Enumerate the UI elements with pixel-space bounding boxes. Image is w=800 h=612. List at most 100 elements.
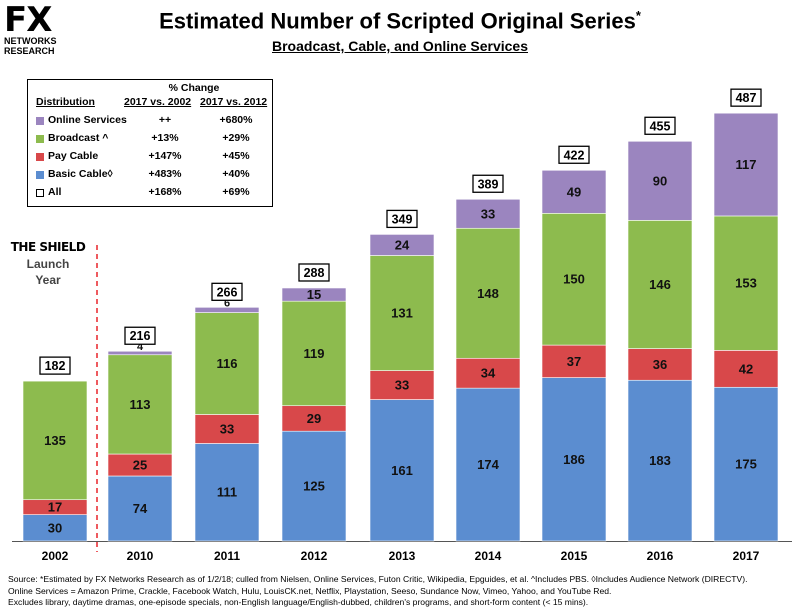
- total-label: 349: [392, 212, 413, 226]
- bar-value-label: 90: [653, 173, 667, 188]
- legend-value: +13%: [151, 132, 179, 144]
- bar-value-label: 34: [481, 366, 496, 381]
- bar-segment: [281, 430, 347, 542]
- bar-segment: [455, 357, 521, 389]
- bar-segment: [369, 255, 435, 371]
- bar-segment: [541, 213, 607, 346]
- x-tick-label: 2014: [475, 549, 502, 563]
- chart-subtitle: Broadcast, Cable, and Online Services: [272, 38, 528, 54]
- bar-value-label: 125: [303, 479, 325, 494]
- launch-year-label: Launch Year: [2, 256, 94, 288]
- total-label: 216: [130, 329, 151, 343]
- bar-segment: [107, 350, 173, 356]
- total-label: 487: [736, 91, 757, 105]
- legend-swatch-pay-cable: [36, 153, 44, 161]
- bar-segment: [369, 399, 435, 542]
- source-footnote: Source: *Estimated by FX Networks Resear…: [8, 574, 798, 609]
- total-box: [472, 174, 504, 193]
- x-tick-label: 2002: [42, 549, 69, 563]
- launch-line-2: Year: [35, 273, 61, 287]
- launch-line-1: Launch: [26, 257, 70, 271]
- bar-segment: [713, 215, 779, 351]
- legend-swatch-basic-cable: [36, 171, 44, 179]
- bar-value-label: 24: [395, 237, 410, 252]
- legend-distribution-header: Distribution: [36, 96, 95, 108]
- bar-value-label: 113: [130, 397, 151, 412]
- bar-value-label: 74: [133, 501, 148, 516]
- bar-segment: [369, 234, 435, 256]
- total-box: [211, 282, 243, 301]
- bar-segment: [455, 227, 521, 359]
- legend-swatch-broadcast: [36, 135, 44, 143]
- bar-value-label: 49: [567, 184, 581, 199]
- bar-value-label: 153: [735, 276, 757, 291]
- bar-segment: [455, 198, 521, 229]
- legend-value: +680%: [219, 114, 253, 126]
- bar-value-label: 33: [481, 206, 495, 221]
- bar-value-label: 174: [477, 457, 499, 472]
- bar-value-label: 175: [735, 457, 757, 472]
- bar-segment: [541, 377, 607, 542]
- source-line-1: Source: *Estimated by FX Networks Resear…: [8, 574, 748, 584]
- total-label: 182: [45, 359, 66, 373]
- bar-value-label: 116: [217, 356, 238, 371]
- bar-value-label: 33: [395, 378, 409, 393]
- legend-value: +29%: [222, 132, 250, 144]
- legend-value: ++: [158, 114, 172, 126]
- bar-segment: [194, 312, 260, 415]
- source-line-3: Excludes library, daytime dramas, one-ep…: [8, 597, 589, 607]
- total-label: 389: [478, 177, 499, 191]
- bar-value-label: 6: [224, 297, 230, 309]
- bar-segment: [713, 112, 779, 217]
- bar-value-label: 33: [220, 421, 234, 436]
- bar-value-label: 4: [137, 341, 144, 353]
- total-label: 422: [564, 148, 585, 162]
- legend-row-all: All +168% +69%: [28, 186, 272, 204]
- legend-value: +168%: [148, 186, 182, 198]
- total-label: 266: [217, 285, 238, 299]
- x-tick-label: 2012: [301, 549, 328, 563]
- total-box: [39, 356, 71, 375]
- bar-segment: [713, 350, 779, 388]
- bar-value-label: 42: [739, 361, 753, 376]
- legend-name: Basic Cable◊: [48, 168, 113, 180]
- total-box: [386, 209, 418, 229]
- total-box: [644, 116, 676, 135]
- legend-name: Pay Cable: [48, 150, 99, 162]
- x-tick-label: 2017: [733, 549, 760, 563]
- legend-name: All: [48, 186, 62, 198]
- bar-segment: [107, 354, 173, 455]
- logo-subtitle: NETWORKS RESEARCH: [4, 36, 76, 56]
- bar-value-label: 150: [563, 272, 585, 287]
- x-tick-label: 2015: [561, 549, 588, 563]
- bar-segment: [22, 380, 88, 501]
- bar-value-label: 17: [48, 500, 62, 515]
- bar-segment: [281, 287, 347, 302]
- bar-segment: [369, 370, 435, 400]
- x-tick-label: 2010: [127, 549, 154, 563]
- bar-segment: [281, 300, 347, 407]
- bar-segment: [541, 169, 607, 214]
- legend-row-broadcast: Broadcast ^ +13% +29%: [28, 132, 272, 150]
- total-box: [730, 88, 762, 107]
- bar-value-label: 37: [567, 354, 581, 369]
- bar-segment: [22, 514, 88, 542]
- legend-swatch-all: [36, 189, 44, 197]
- total-label: 455: [650, 119, 671, 133]
- logo-line-2: RESEARCH: [4, 46, 55, 56]
- legend-value: +69%: [222, 186, 250, 198]
- bar-segment: [627, 140, 693, 221]
- total-box: [298, 263, 330, 282]
- legend-value: +483%: [148, 168, 182, 180]
- bar-value-label: 36: [653, 357, 667, 372]
- legend-pct-change-header: % Change: [168, 82, 220, 94]
- source-line-2: Online Services = Amazon Prime, Crackle,…: [8, 585, 612, 596]
- x-tick-label: 2011: [214, 549, 240, 563]
- chart-title-text: Estimated Number of Scripted Original Se…: [159, 8, 636, 34]
- bar-value-label: 186: [563, 452, 585, 467]
- legend-value: +147%: [148, 150, 182, 162]
- bar-value-label: 15: [307, 287, 321, 302]
- bar-value-label: 29: [307, 411, 321, 426]
- fx-logo: FX NETWORKS RESEARCH: [4, 3, 76, 56]
